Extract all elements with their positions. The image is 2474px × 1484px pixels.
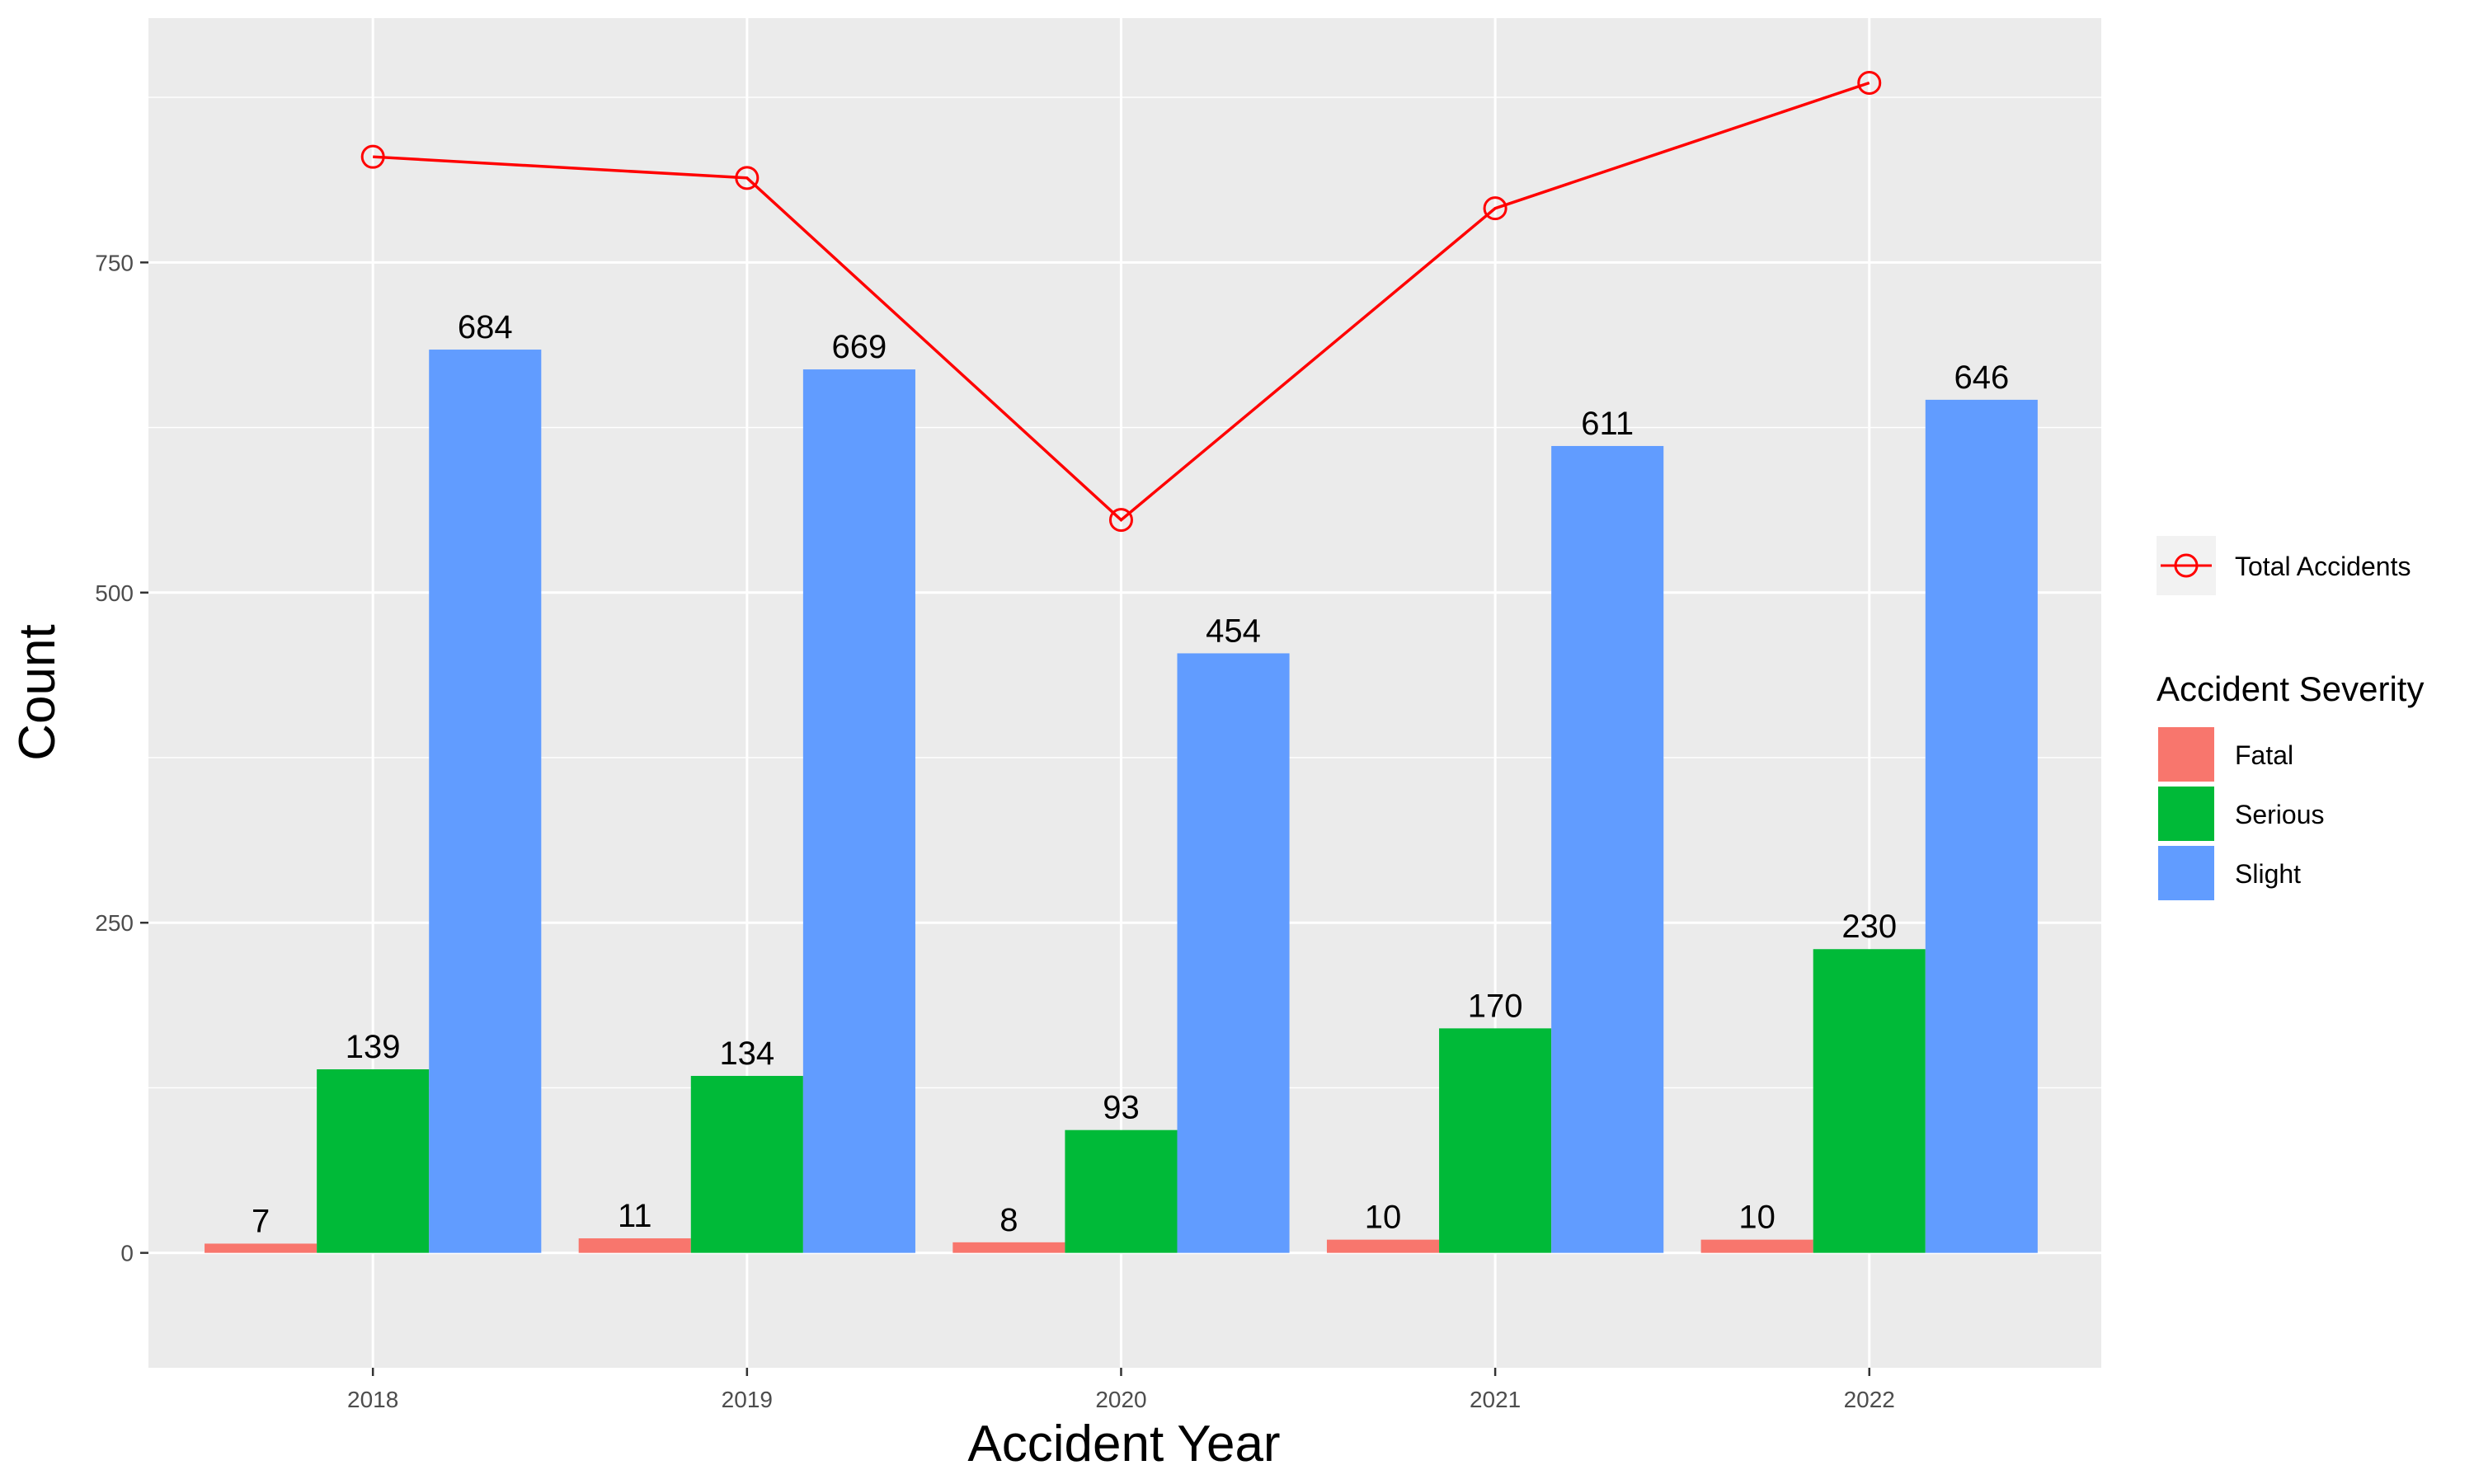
data-label-fatal-2021: 10 [1365, 1200, 1402, 1236]
x-tick-label: 2019 [722, 1387, 773, 1412]
bar-fatal-2018 [205, 1243, 317, 1253]
y-axis-title: Count [9, 624, 66, 760]
y-tick-label: 500 [95, 580, 134, 606]
data-label-serious-2018: 139 [346, 1029, 401, 1065]
total-accidents-line-layer [360, 70, 1882, 533]
x-tick-label: 2018 [347, 1387, 398, 1412]
data-label-slight-2020: 454 [1206, 613, 1261, 649]
data-label-slight-2022: 646 [1954, 359, 2009, 396]
bar-fatal-2022 [1700, 1239, 1813, 1253]
legend-label-slight: Slight [2235, 859, 2301, 889]
bar-serious-2022 [1813, 949, 1926, 1253]
y-tick-label: 250 [95, 910, 134, 936]
bar-slight-2019 [802, 369, 915, 1253]
legend-swatch-serious [2158, 787, 2214, 841]
legend: Total Accidents Accident Severity Fatal … [2157, 536, 2424, 900]
data-label-slight-2018: 684 [458, 309, 513, 345]
bar-slight-2022 [1925, 399, 2038, 1253]
total-accidents-point-2020 [1108, 508, 1133, 533]
total-accidents-point-2022 [1857, 70, 1882, 95]
bars [205, 350, 2038, 1253]
data-label-fatal-2020: 8 [999, 1202, 1018, 1238]
bar-slight-2018 [429, 350, 542, 1253]
total-accidents-point-2019 [735, 166, 760, 190]
data-label-fatal-2018: 7 [252, 1203, 270, 1239]
legend-swatch-slight [2158, 846, 2214, 900]
legend-title: Accident Severity [2157, 669, 2424, 708]
y-tick-label: 0 [120, 1241, 134, 1266]
data-label-slight-2019: 669 [832, 329, 887, 365]
data-labels: 7 11 8 10 10 139 134 93 170 230 684 669 454 611 646 [252, 309, 2009, 1239]
y-tick-label: 750 [95, 250, 134, 275]
legend-total-accidents: Total Accidents [2157, 536, 2411, 595]
legend-item-fatal: Fatal [2158, 727, 2293, 782]
legend-label-serious: Serious [2235, 800, 2325, 829]
x-tick-label: 2020 [1095, 1387, 1146, 1412]
data-label-serious-2021: 170 [1468, 988, 1523, 1024]
x-tick-label: 2021 [1470, 1387, 1521, 1412]
bar-serious-2019 [690, 1076, 803, 1253]
x-tick-label: 2022 [1844, 1387, 1895, 1412]
axes: 0 250 500 750 2018 2019 2020 2021 2022 [95, 250, 1895, 1412]
total-accidents-point-2021 [1483, 196, 1507, 221]
data-label-fatal-2022: 10 [1738, 1200, 1776, 1236]
data-label-fatal-2019: 11 [618, 1198, 652, 1234]
data-label-serious-2019: 134 [719, 1036, 774, 1072]
bar-serious-2021 [1439, 1028, 1552, 1253]
legend-item-slight: Slight [2158, 846, 2301, 900]
bar-serious-2020 [1065, 1129, 1178, 1253]
legend-label-fatal: Fatal [2235, 740, 2293, 770]
data-label-slight-2021: 611 [1581, 406, 1634, 442]
bar-slight-2021 [1551, 445, 1664, 1253]
bar-fatal-2020 [952, 1242, 1065, 1253]
x-axis-title: Accident Year [967, 1416, 1280, 1472]
bar-slight-2020 [1177, 653, 1290, 1253]
data-label-serious-2020: 93 [1103, 1090, 1140, 1126]
total-accidents-point-2018 [360, 144, 385, 169]
legend-swatch-fatal [2158, 727, 2214, 782]
bar-fatal-2021 [1326, 1239, 1440, 1253]
legend-total-label: Total Accidents [2235, 552, 2411, 581]
bar-fatal-2019 [578, 1238, 691, 1253]
legend-total-marker [2174, 553, 2199, 578]
legend-item-serious: Serious [2158, 787, 2325, 841]
bar-serious-2018 [317, 1069, 430, 1253]
data-label-serious-2022: 230 [1841, 909, 1897, 945]
total-accidents-line [373, 81, 1870, 522]
